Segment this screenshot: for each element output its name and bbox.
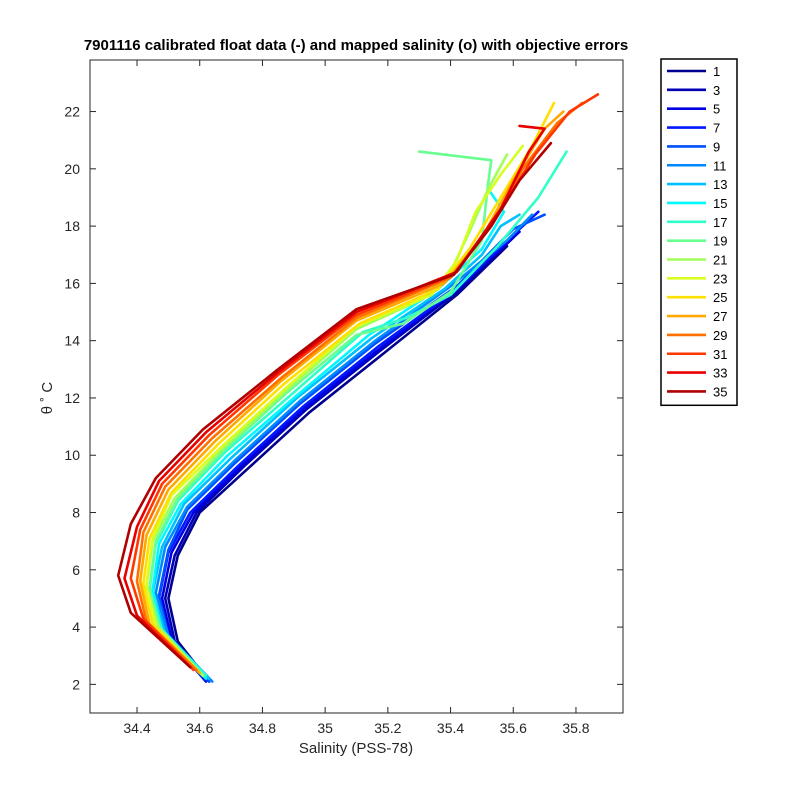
series-line-1 (167, 244, 509, 683)
plot-area: 34.4 34.6 34.8 35 35.2 35.4 35.6 35.8 2 4 6 8 10 12 14… (64, 59, 624, 736)
legend-label-27: 27 (713, 309, 727, 324)
series-line-31 (129, 93, 600, 672)
series-line-15 (151, 187, 506, 680)
plot-background (90, 60, 623, 713)
y-tick-label: 2 (72, 676, 80, 692)
legend-label-25: 25 (713, 290, 727, 305)
x-tick-label: 35 (317, 720, 333, 736)
legend-label-3: 3 (713, 83, 720, 98)
x-tick-label: 35.2 (374, 720, 401, 736)
legend-label-35: 35 (713, 384, 727, 399)
legend-label-31: 31 (713, 347, 727, 362)
legend-label-5: 5 (713, 102, 720, 117)
legend-box (660, 58, 738, 407)
legend-label-33: 33 (713, 366, 727, 381)
legend-label-19: 19 (713, 234, 727, 249)
legend-label-13: 13 (713, 177, 727, 192)
y-tick-label: 12 (64, 390, 80, 406)
y-tick-label: 22 (64, 104, 80, 120)
legend-label-29: 29 (713, 328, 727, 343)
x-tick-label: 34.6 (186, 720, 213, 736)
legend-label-1: 1 (713, 64, 720, 79)
series-line-29 (135, 101, 584, 672)
x-axis-title: Salinity (PSS-78) (299, 740, 413, 757)
series-line-27 (138, 110, 565, 675)
y-tick-label: 8 (72, 505, 80, 521)
y-tick-label: 16 (64, 275, 80, 291)
x-tick-label: 35.8 (562, 720, 589, 736)
legend-label-17: 17 (713, 215, 727, 230)
series-line-11 (154, 213, 534, 683)
x-tick-label: 34.8 (249, 720, 276, 736)
series-line-35 (116, 141, 553, 669)
legend-label-21: 21 (713, 253, 727, 268)
series-line-33 (123, 124, 546, 669)
y-tick-label: 18 (64, 218, 80, 234)
y-tick-label: 4 (72, 619, 80, 635)
x-tick-label: 35.6 (500, 720, 527, 736)
x-tick-label: 34.4 (123, 720, 150, 736)
x-tick-label: 35.4 (437, 720, 464, 736)
legend-label-9: 9 (713, 139, 720, 154)
chart-title: 7901116 calibrated float data (-) and ma… (84, 37, 628, 54)
legend-label-15: 15 (713, 196, 727, 211)
series-line-25 (142, 101, 556, 675)
y-tick-label: 6 (72, 562, 80, 578)
legend-label-11: 11 (713, 158, 727, 173)
series-line-23 (145, 144, 524, 675)
series-line-5 (160, 230, 521, 683)
y-tick-label: 14 (64, 333, 80, 349)
y-axis-title: θ ˚ C (39, 382, 56, 415)
y-tick-label: 20 (64, 161, 80, 177)
series-line-3 (163, 236, 515, 683)
legend-label-7: 7 (713, 121, 720, 136)
axes-frame (89, 59, 624, 714)
legend-label-23: 23 (713, 271, 727, 286)
y-tick-label: 10 (64, 447, 80, 463)
